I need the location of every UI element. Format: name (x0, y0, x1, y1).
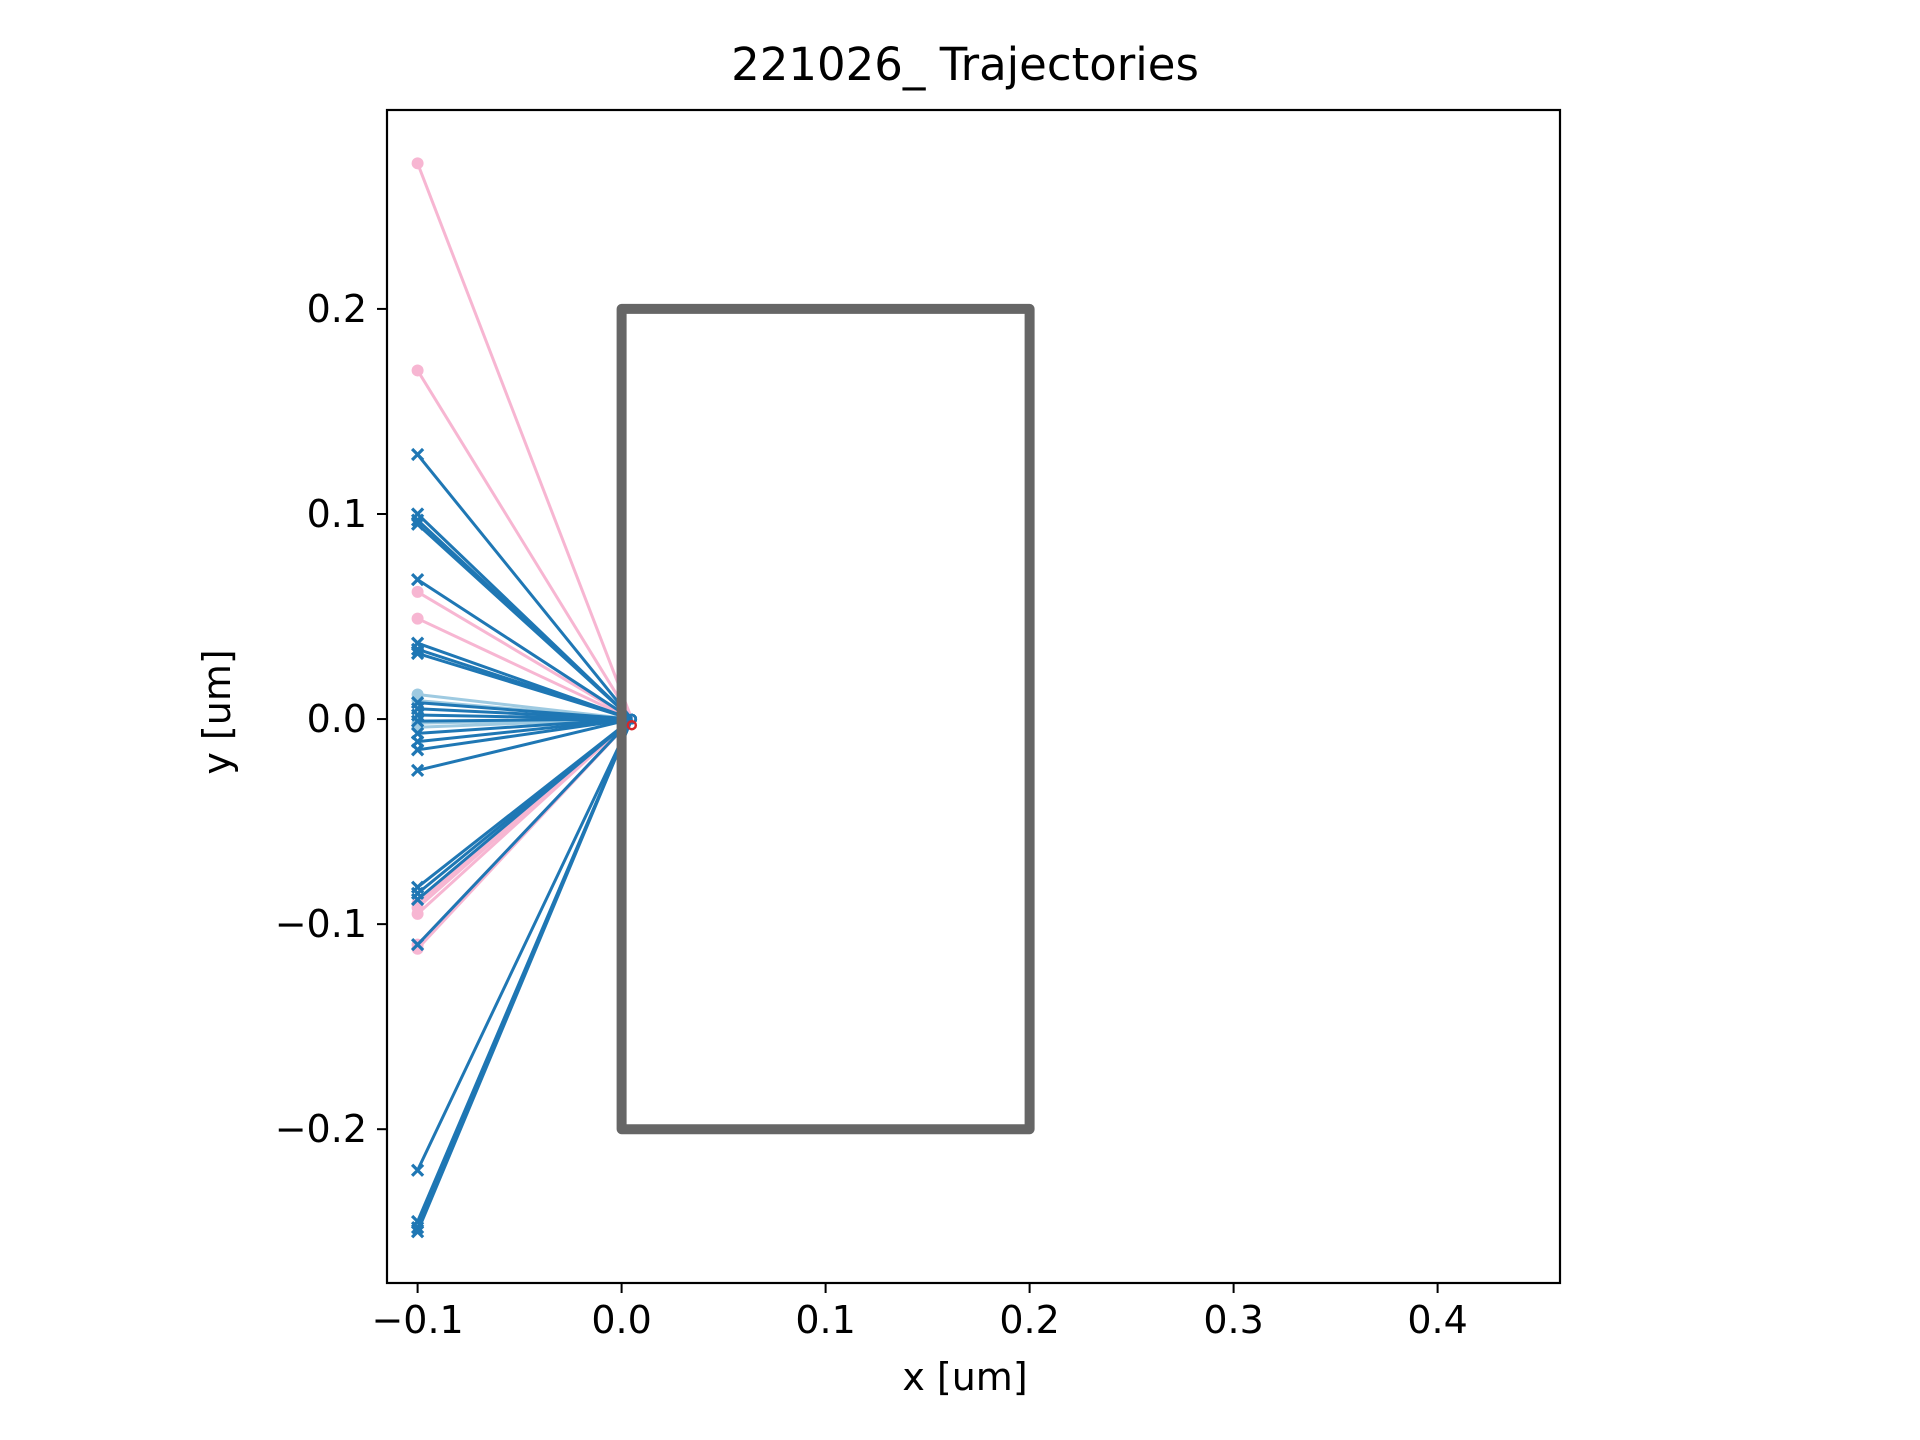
y-tick-label: −0.1 (275, 902, 367, 946)
y-axis-label: y [um] (195, 649, 239, 774)
trajectory-line (416, 523, 633, 721)
y-tick-label: 0.0 (307, 697, 367, 741)
trajectory-start-marker (410, 763, 425, 777)
y-tick-label: 0.1 (307, 492, 367, 536)
trajectory-start-marker (410, 513, 425, 527)
x-axis-label: x [um] (902, 1355, 1027, 1399)
trajectory-line (416, 162, 634, 720)
trajectory-line (417, 717, 633, 752)
trajectory-line (416, 718, 633, 946)
trajectory-start-marker (410, 646, 425, 661)
trajectory-start-marker (410, 517, 425, 531)
trajectory-line (417, 717, 633, 772)
chart-title: 221026_ Trajectories (731, 38, 1199, 91)
x-tick-label: 0.4 (1407, 1298, 1467, 1342)
trajectory-start-marker (410, 1225, 425, 1239)
trajectory-line (416, 718, 634, 1171)
trajectory-start-marker (411, 585, 424, 598)
trajectory-start-marker (410, 714, 425, 728)
x-tick-label: 0.2 (999, 1298, 1059, 1342)
x-axis-ticks: −0.1 0.0 0.1 0.2 0.3 0.4 (371, 1283, 1468, 1342)
trajectory-line (416, 453, 633, 721)
trajectory-start-marker (410, 1163, 425, 1177)
y-tick-label: −0.2 (275, 1107, 367, 1151)
trajectory-start-marker (410, 743, 425, 757)
trajectory-start-marker (411, 364, 424, 377)
y-axis-ticks: −0.2 −0.1 0.0 0.1 0.2 (275, 287, 387, 1151)
x-tick-label: −0.1 (371, 1298, 463, 1342)
x-tick-label: 0.3 (1203, 1298, 1263, 1342)
trajectory-line (416, 717, 633, 901)
x-tick-label: 0.1 (795, 1298, 855, 1342)
trajectory-line (417, 652, 633, 721)
trajectory-end-marker (626, 719, 638, 731)
trajectory-start-marker (410, 447, 425, 462)
trajectory-start-marker (411, 157, 424, 170)
trajectory-end-marker (626, 713, 638, 725)
trajectory-line (416, 578, 633, 721)
trajectory-start-marker (410, 892, 425, 907)
trajectory-line (416, 590, 633, 721)
trajectory-line (416, 717, 633, 915)
axes-frame (385, 108, 1562, 1285)
trajectory-line (417, 717, 632, 723)
y-tick-label: 0.2 (307, 287, 367, 331)
trajectory-line (416, 369, 634, 720)
x-tick-label: 0.0 (591, 1298, 651, 1342)
trajectory-lines (410, 157, 638, 1239)
obstacle-rectangle (616, 303, 1035, 1135)
trajectory-start-marker (410, 938, 425, 952)
obstacle-outline (616, 303, 1035, 1135)
trajectory-line (416, 617, 633, 721)
trajectory-start-marker (411, 612, 424, 625)
trajectory-start-marker (410, 572, 425, 587)
trajectory-start-marker (411, 907, 424, 920)
plot-area (385, 108, 1562, 1285)
trajectory-line (416, 718, 634, 1233)
